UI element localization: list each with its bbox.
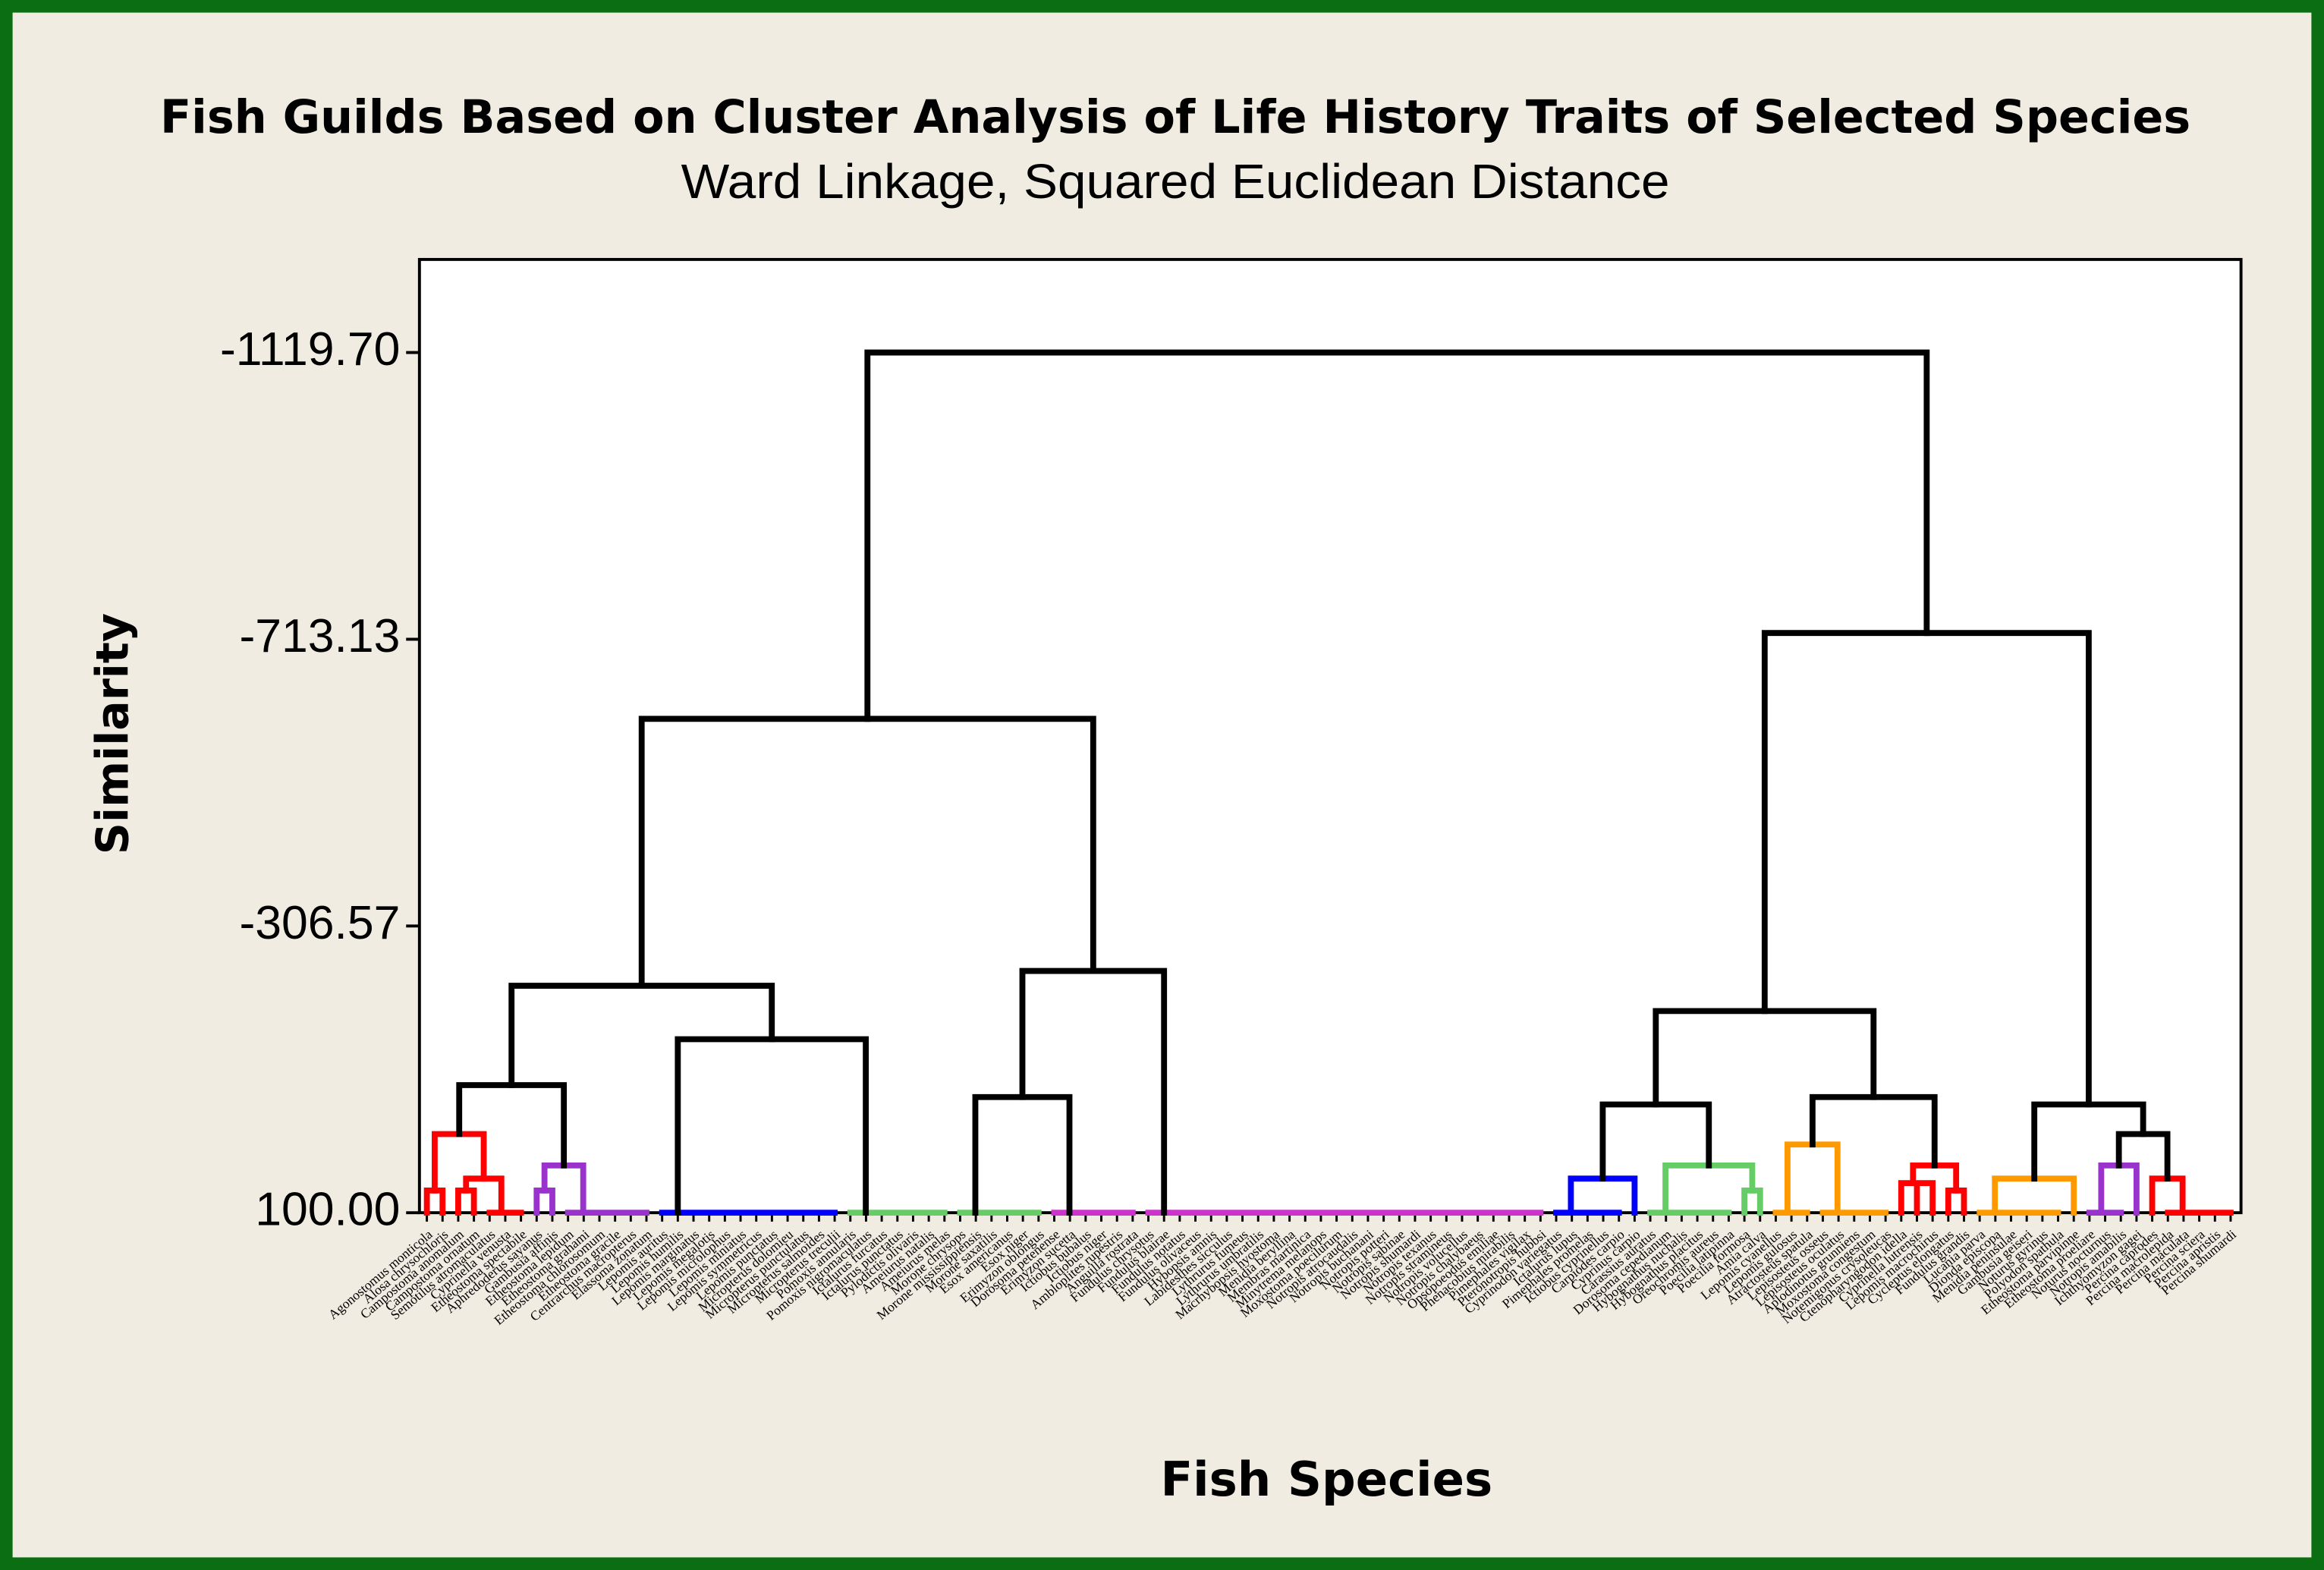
y-tick-label: -713.13 (239, 609, 400, 662)
chart-title: Fish Guilds Based on Cluster Analysis of… (160, 91, 2190, 144)
plot-area (417, 257, 2243, 1215)
chart-subtitle: Ward Linkage, Squared Euclidean Distance (681, 154, 1670, 209)
cluster-link (864, 349, 1930, 722)
y-tick-label: -306.57 (239, 896, 400, 949)
y-tick-label: 100.00 (255, 1183, 400, 1236)
x-axis-label: Fish Species (1160, 1452, 1492, 1507)
cluster-link (1898, 1180, 1936, 1216)
y-tick-label: -1119.70 (220, 322, 400, 376)
y-axis-label: Similarity (86, 613, 138, 854)
